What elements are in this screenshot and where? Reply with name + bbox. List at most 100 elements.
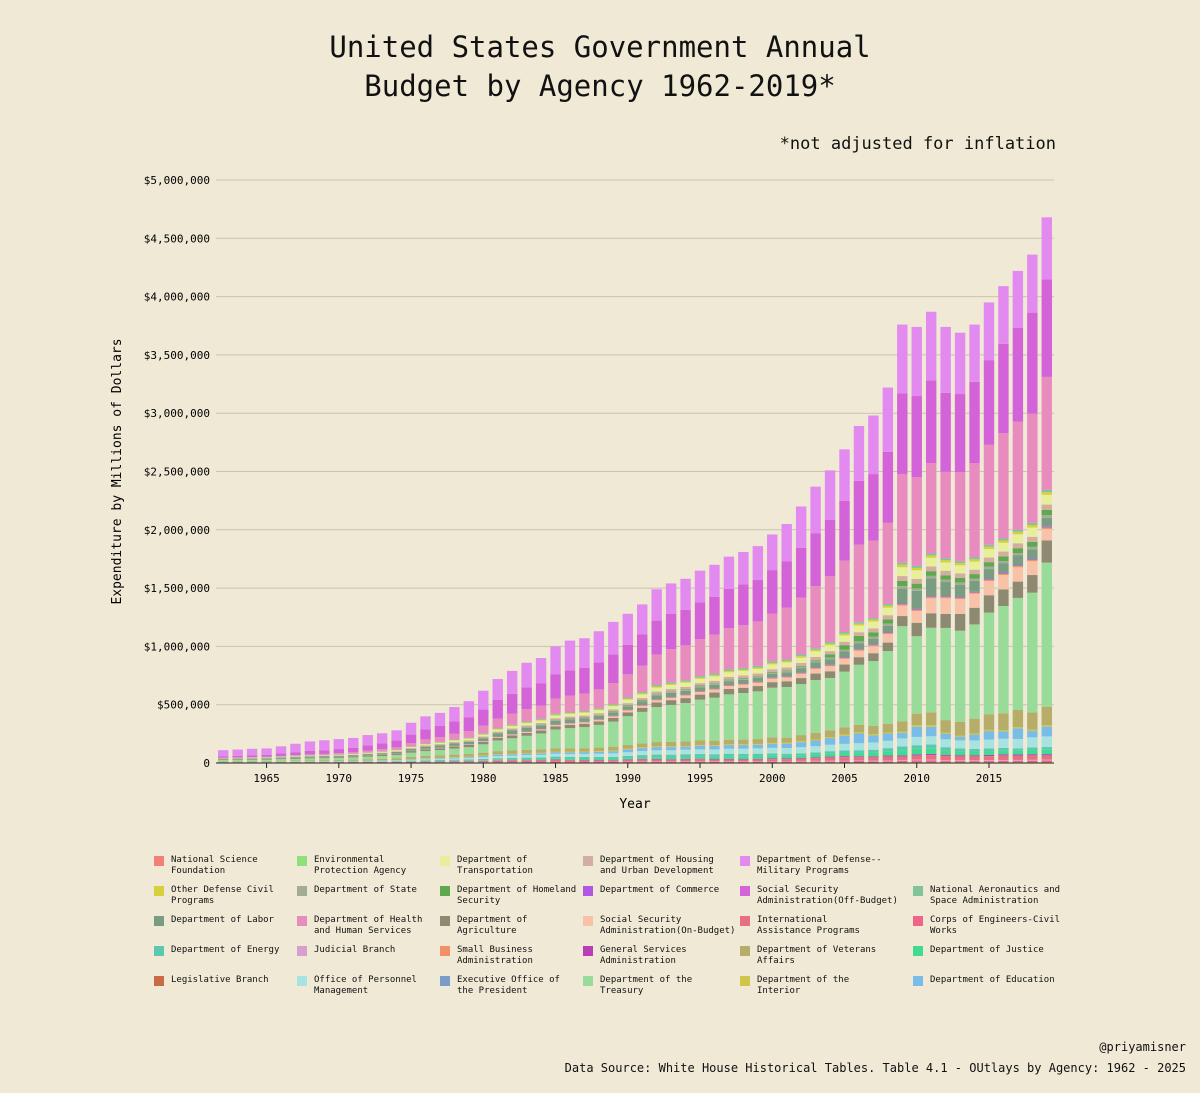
bar-segment	[449, 733, 460, 740]
legend-swatch	[740, 886, 750, 896]
bar-segment	[954, 584, 966, 598]
bar-segment	[839, 671, 850, 728]
bar-segment	[795, 742, 807, 748]
bar-segment	[940, 614, 951, 628]
bar-segment	[535, 658, 547, 684]
bar-segment	[463, 741, 475, 745]
bar-segment	[839, 750, 850, 754]
bar-segment	[853, 756, 865, 758]
legend-item: Corps of Engineers-Civil Works	[913, 915, 1063, 937]
bar-segment	[535, 749, 547, 753]
bar-segment	[564, 751, 576, 753]
bar-segment	[795, 757, 807, 759]
bar-segment	[434, 742, 446, 745]
bar-segment	[665, 684, 677, 690]
bar-segment	[506, 730, 518, 735]
bar-segment	[983, 714, 995, 730]
chart-title-line2: Budget by Agency 1962-2019*	[364, 69, 836, 103]
bar-segment	[246, 759, 258, 761]
bar-segment	[348, 759, 359, 761]
bar-segment	[983, 566, 995, 570]
bar-segment	[709, 754, 720, 757]
bar-segment	[333, 754, 345, 756]
bar-segment	[738, 753, 749, 757]
bar-segment	[463, 757, 475, 759]
bar-segment	[694, 685, 706, 687]
bar-segment	[752, 668, 764, 674]
bar-segment	[723, 739, 735, 745]
legend-item: Department of Energy	[154, 945, 297, 967]
legend-label: Department of Commerce	[600, 885, 720, 895]
bar-segment	[969, 580, 980, 592]
bar-segment	[824, 643, 836, 646]
bar-segment	[954, 721, 966, 736]
bar-segment	[564, 754, 576, 757]
legend-item: Department of Transportation	[440, 855, 583, 877]
bar-segment	[333, 753, 345, 755]
bar-segment	[1012, 555, 1024, 566]
bar-segment	[521, 759, 532, 761]
bar-segment	[969, 561, 980, 570]
bar-segment	[362, 750, 373, 753]
bar-segment	[853, 622, 865, 624]
bar-segment	[723, 679, 735, 682]
bar-segment	[637, 700, 648, 702]
bar-segment	[333, 757, 345, 760]
legend-label: Department of Transportation	[457, 855, 533, 876]
bar-segment	[449, 759, 460, 761]
bar-segment	[839, 727, 850, 735]
bar-segment	[665, 757, 677, 760]
bar-segment	[637, 693, 648, 695]
bar-segment	[651, 589, 662, 621]
bar-segment	[680, 689, 691, 691]
bar-segment	[998, 573, 1009, 574]
bar-segment	[723, 758, 735, 760]
bar-segment	[564, 718, 576, 720]
bar-stack-1990	[622, 613, 633, 763]
bar-segment	[925, 726, 937, 737]
bar-segment	[304, 757, 316, 759]
bar-segment	[348, 756, 359, 758]
bar-segment	[925, 578, 937, 597]
bar-segment	[882, 451, 894, 523]
legend-item: Department of Housing and Urban Developm…	[583, 855, 740, 877]
bar-segment	[781, 662, 792, 668]
bar-segment	[694, 759, 706, 762]
bar-segment	[897, 576, 908, 581]
bar-segment	[506, 670, 518, 694]
x-tick-label: 2005	[831, 772, 858, 785]
bar-segment	[261, 760, 272, 762]
legend-item: Social Security Administration(Off-Budge…	[740, 885, 913, 907]
bar-segment	[795, 656, 807, 658]
bar-segment	[535, 733, 547, 750]
bar-segment	[622, 712, 633, 717]
bar-segment	[680, 746, 691, 750]
bar-segment	[550, 646, 561, 675]
bar-segment	[1012, 597, 1024, 711]
legend-item: Executive Office of the President	[440, 975, 583, 997]
bar-segment	[882, 733, 894, 741]
bar-stack-1991	[637, 604, 648, 763]
bar-segment	[362, 754, 373, 756]
legend-swatch	[740, 916, 750, 926]
bar-segment	[420, 749, 431, 752]
bar-segment	[333, 755, 345, 757]
bar-segment	[911, 610, 922, 623]
bar-segment	[752, 546, 764, 581]
bar-segment	[348, 762, 359, 763]
bar-stack-1974	[391, 730, 402, 763]
bar-segment	[434, 741, 446, 743]
bar-segment	[853, 641, 865, 644]
bar-segment	[535, 720, 547, 723]
bar-segment	[1041, 489, 1052, 493]
bar-segment	[709, 749, 720, 755]
bar-segment	[637, 665, 648, 693]
bar-segment	[795, 755, 807, 758]
bar-segment	[969, 751, 980, 756]
legend-swatch	[583, 946, 593, 956]
bar-segment	[998, 551, 1009, 557]
bar-stack-2011	[925, 311, 937, 763]
bar-segment	[781, 742, 792, 744]
bar-segment	[420, 745, 431, 747]
legend-label: Department of Homeland Security	[457, 885, 577, 906]
